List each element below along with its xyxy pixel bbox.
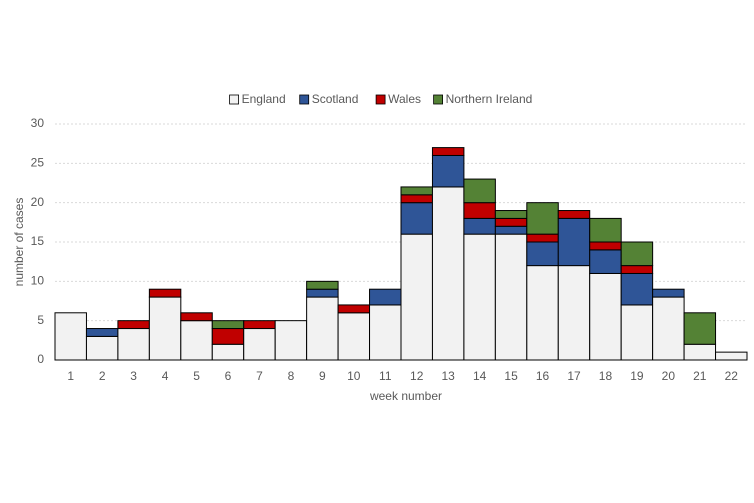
bar-segment	[243, 328, 276, 361]
bar-segment	[54, 312, 87, 361]
bar-segment	[463, 202, 496, 219]
x-tick-label: 21	[693, 369, 707, 383]
bar-segment	[306, 280, 339, 290]
bar-segment	[715, 351, 748, 361]
bar-segment	[494, 233, 528, 361]
bar-segment	[463, 178, 496, 204]
bar-segment	[431, 186, 465, 361]
bar-segment	[526, 202, 559, 235]
bar-segment	[211, 320, 245, 330]
bar-segment	[117, 328, 150, 361]
x-tick-label: 1	[67, 369, 74, 383]
bar-segment	[306, 296, 339, 361]
bar-segment	[526, 265, 559, 361]
x-tick-label: 13	[442, 369, 456, 383]
bar-segment	[180, 320, 213, 361]
bar-segment	[369, 288, 402, 306]
bar-segment	[180, 312, 213, 322]
x-tick-label: 18	[599, 369, 613, 383]
x-tick-label: 2	[99, 369, 106, 383]
bar-segment	[589, 241, 622, 251]
bar-segment	[274, 320, 308, 361]
y-tick-label: 0	[37, 352, 44, 366]
bar-segment	[85, 328, 119, 337]
bar-segment	[400, 186, 433, 196]
bar-segment	[494, 210, 528, 219]
x-axis-label: week number	[369, 389, 442, 403]
bar-segment	[148, 288, 182, 298]
y-tick-label: 30	[31, 116, 45, 130]
bar-segment	[85, 335, 119, 361]
bar-segment	[652, 288, 685, 298]
bar-segment	[463, 217, 496, 235]
x-tick-label: 17	[567, 369, 581, 383]
bar-segment	[243, 320, 276, 330]
x-tick-label: 7	[256, 369, 263, 383]
x-tick-label: 5	[193, 369, 200, 383]
x-tick-label: 14	[473, 369, 487, 383]
legend-label: Wales	[388, 92, 421, 106]
y-tick-label: 25	[31, 156, 45, 170]
x-tick-label: 12	[410, 369, 424, 383]
bar-segment	[148, 296, 182, 361]
bar-segment	[557, 265, 591, 361]
bar-segment	[557, 210, 591, 219]
bar-segment	[400, 202, 433, 235]
x-tick-label: 20	[662, 369, 676, 383]
y-tick-label: 15	[31, 234, 45, 248]
legend-swatch	[299, 94, 310, 105]
legend-swatch	[229, 94, 240, 105]
bar-segment	[211, 343, 245, 361]
bar-segment	[463, 233, 496, 361]
x-tick-label: 22	[725, 369, 739, 383]
bar-segment	[369, 304, 402, 361]
x-tick-label: 9	[319, 369, 326, 383]
bar-segment	[494, 217, 528, 227]
y-tick-label: 5	[37, 313, 44, 327]
bar-segment	[620, 304, 654, 361]
bar-segment	[620, 241, 654, 267]
bar-segment	[589, 272, 622, 361]
x-tick-label: 19	[630, 369, 644, 383]
bar-segment	[526, 241, 559, 267]
bar-segment	[306, 288, 339, 298]
bar-segment	[652, 296, 685, 361]
bar-segment	[431, 147, 465, 156]
bar-segment	[526, 233, 559, 243]
bar-segment	[620, 272, 654, 306]
legend-label: Northern Ireland	[446, 92, 533, 106]
bar-segment	[589, 217, 622, 243]
bar-segment	[589, 249, 622, 274]
y-tick-label: 20	[31, 195, 45, 209]
x-tick-label: 16	[536, 369, 550, 383]
x-tick-label: 8	[288, 369, 295, 383]
bar-segment	[400, 194, 433, 204]
bar-segment	[683, 343, 717, 361]
x-tick-label: 10	[347, 369, 361, 383]
legend-label: Scotland	[312, 92, 359, 106]
legend-swatch	[375, 94, 386, 105]
bar-segment	[683, 312, 717, 345]
bar-segment	[620, 265, 654, 274]
y-tick-label: 10	[31, 274, 45, 288]
bar-segment	[400, 233, 433, 361]
bar-segment	[431, 154, 465, 188]
legend-label: England	[242, 92, 286, 106]
bar-segment	[337, 312, 371, 361]
x-tick-label: 4	[162, 369, 169, 383]
legend-swatch	[433, 94, 444, 105]
x-tick-label: 6	[225, 369, 232, 383]
x-tick-label: 15	[504, 369, 518, 383]
bar-segment	[337, 304, 371, 314]
x-tick-label: 3	[130, 369, 137, 383]
bar-segment	[117, 320, 150, 330]
y-axis-label: number of cases	[12, 198, 26, 287]
bar-segment	[211, 328, 245, 345]
bar-segment	[557, 217, 591, 267]
x-tick-label: 11	[379, 369, 392, 383]
bar-segment	[494, 225, 528, 235]
